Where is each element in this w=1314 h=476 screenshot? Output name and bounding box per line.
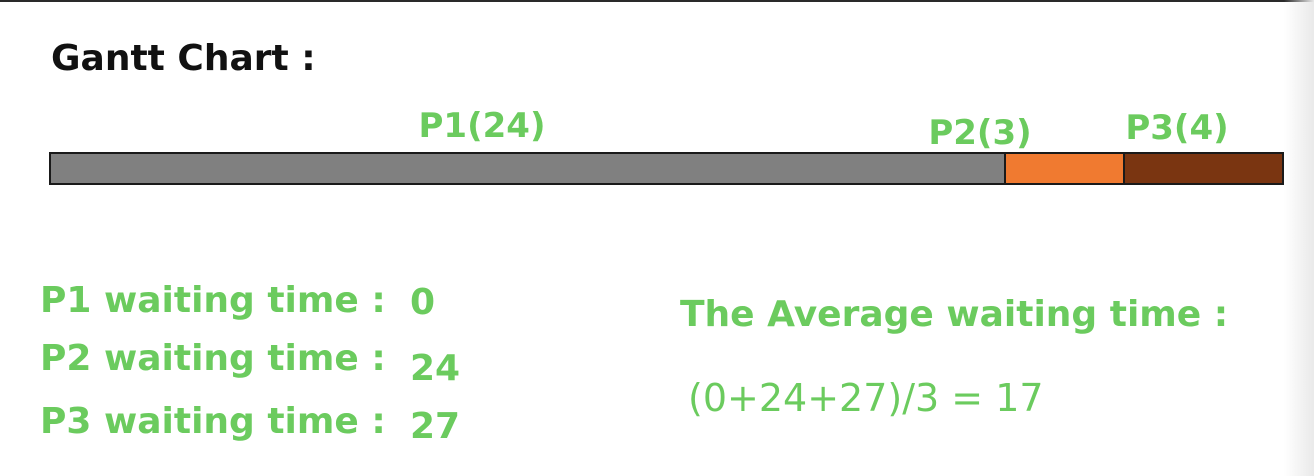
p2-waiting-value: 24 — [410, 348, 461, 389]
gantt-bar — [49, 152, 1284, 185]
p1-waiting-label: P1 waiting time : — [40, 280, 386, 321]
page-edge-shadow — [1284, 0, 1314, 476]
segment-label-p3: P3(4) — [1125, 108, 1229, 148]
gantt-segment-p3 — [1123, 154, 1282, 183]
gantt-segment-p1 — [51, 154, 1005, 183]
p2-waiting-label: P2 waiting time : — [40, 338, 386, 379]
gantt-segment-p2 — [1004, 154, 1124, 183]
p3-waiting-value: 27 — [410, 406, 461, 447]
average-waiting-title: The Average waiting time : — [680, 294, 1229, 335]
p1-waiting-value: 0 — [410, 282, 436, 323]
segment-label-p2: P2(3) — [928, 113, 1032, 153]
top-border — [0, 0, 1314, 2]
average-waiting-formula: (0+24+27)/3 = 17 — [688, 376, 1044, 420]
gantt-chart-title: Gantt Chart : — [51, 38, 316, 79]
p3-waiting-label: P3 waiting time : — [40, 401, 386, 442]
segment-label-p1: P1(24) — [418, 106, 546, 146]
